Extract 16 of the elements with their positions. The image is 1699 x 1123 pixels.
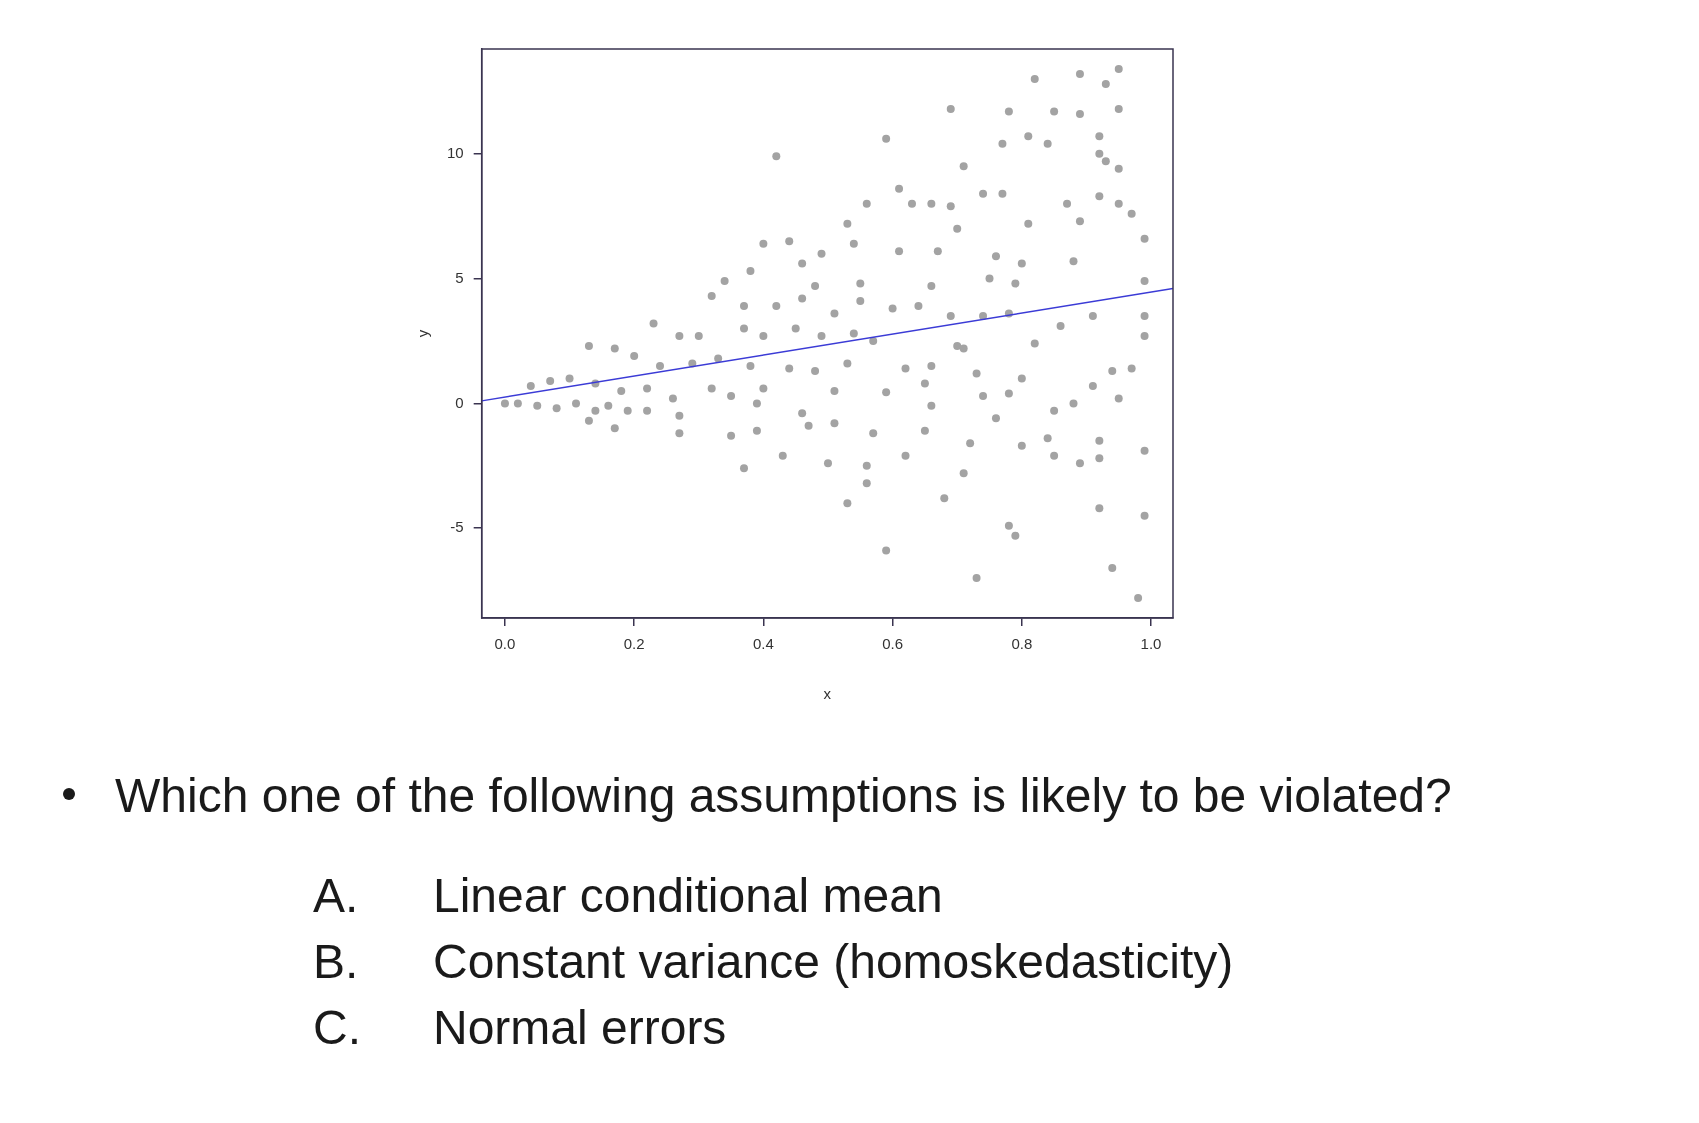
x-tick-label: 0.8 xyxy=(1011,635,1033,653)
x-tick-label: 0.2 xyxy=(623,635,645,653)
y-tick-label: 10 xyxy=(447,143,464,161)
x-tick-label: 0.0 xyxy=(494,635,516,653)
x-tick-label: 1.0 xyxy=(1140,635,1162,653)
text: C. Normal errors xyxy=(313,1001,727,1054)
text: B. Constant variance (homoskedasticity) xyxy=(313,935,1234,988)
y-tick-label: 5 xyxy=(455,268,464,286)
y-axis-title: y xyxy=(414,329,432,338)
x-tick-label: 0.4 xyxy=(752,635,774,653)
text: A. Linear conditional mean xyxy=(313,869,943,922)
x-tick-label: 0.6 xyxy=(882,635,904,653)
y-tick-label: 0 xyxy=(455,393,464,411)
y-tick-label: -5 xyxy=(450,518,464,536)
x-axis-title: x xyxy=(823,685,832,703)
text: Which one of the following assumptions is likely to be violated? xyxy=(115,768,1452,823)
